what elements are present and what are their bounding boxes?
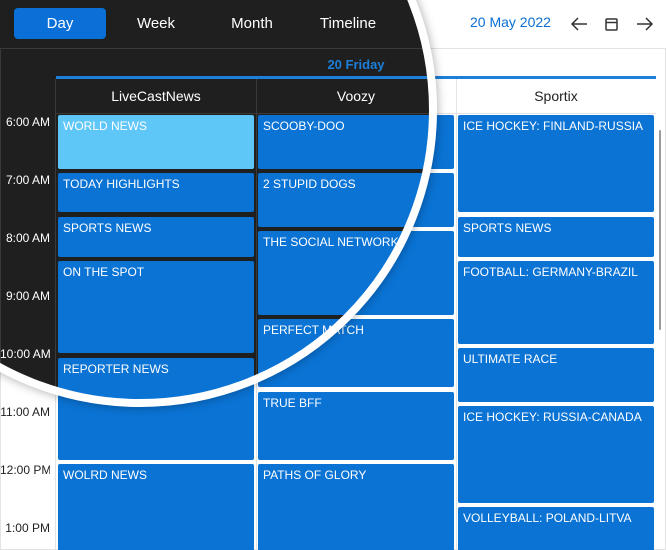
resource-name: Voozy [336,88,376,104]
time-label: 7:00 AM [5,173,50,187]
time-column-border [55,79,56,403]
column-separator [456,79,457,550]
event[interactable]: ON THE SPOT [58,261,254,353]
view-button[interactable]: Week [136,15,176,32]
event[interactable]: VOLLEYBALL: POLAND-LITVA [458,507,654,550]
nav-icons [570,17,654,31]
view-button[interactable]: Day [14,8,106,39]
view-button[interactable]: Month [231,15,273,32]
time-label: 6:00 AM [5,115,50,129]
column-separator [256,79,257,403]
next-button[interactable] [637,17,654,31]
event[interactable]: TRUE BFF [258,392,454,460]
event[interactable]: 2 STUPID DOGS [258,173,433,227]
event[interactable]: ULTIMATE RACE [458,348,654,402]
time-label: 12:00 PM [0,463,50,477]
header-line [56,76,433,79]
frame [0,48,433,403]
time-label: 10:00 AM [0,347,50,361]
event[interactable]: PATHS OF GLORY [258,464,454,550]
event[interactable]: FOOTBALL: GERMANY-BRAZIL [458,261,654,344]
time-label: 11:00 AM [0,405,50,419]
resource-name: Sportix [534,88,578,104]
event[interactable]: ICE HOCKEY: RUSSIA-CANADA [458,406,654,503]
event[interactable]: SPORTS NEWS [458,217,654,257]
event[interactable]: SPORTS NEWS [58,217,254,257]
scrollbar [659,130,661,330]
date-label[interactable]: 20 May 2022 [470,14,551,30]
event[interactable]: TODAY HIGHLIGHTS [58,173,254,212]
time-label: 8:00 AM [5,231,50,245]
event[interactable]: SCOOBY-DOO [258,115,433,169]
prev-button[interactable] [570,17,587,31]
event[interactable]: WOLRD NEWS [58,464,254,550]
resource-name: LiveCastNews [111,88,201,104]
day-header: 20 Friday [327,57,385,72]
view-button[interactable]: Timeline [319,15,377,32]
event[interactable]: ICE HOCKEY: FINLAND-RUSSIA [458,115,654,212]
event[interactable]: WORLD NEWS [58,115,254,169]
time-label: 1:00 PM [5,521,50,535]
calendar-button[interactable] [605,18,618,31]
time-label: 9:00 AM [5,289,50,303]
resource-header-bottom [56,113,433,114]
